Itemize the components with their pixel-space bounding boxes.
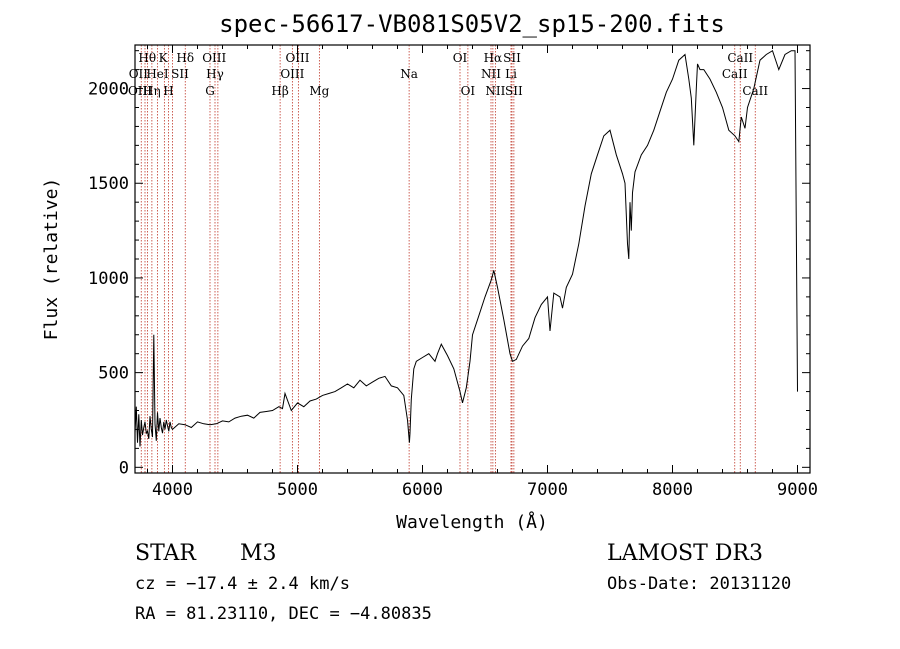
line-annotation: NII — [481, 67, 501, 81]
line-annotation: NII — [485, 84, 505, 98]
line-annotation: Hβ — [271, 84, 288, 98]
y-tick-label: 500 — [98, 364, 129, 384]
line-annotation: Hα — [484, 51, 503, 65]
line-annotation: CaII — [727, 51, 753, 65]
line-annotation: OIII — [202, 51, 226, 65]
line-annotation: OIII — [128, 84, 152, 98]
x-axis-ticks: 4000 5000 6000 7000 8000 9000 — [147, 45, 818, 500]
y-axis-label: Flux (relative) — [41, 178, 62, 341]
line-annotation: OIII — [285, 51, 309, 65]
line-annotation: Mg — [309, 84, 329, 98]
x-tick-label: 4000 — [152, 480, 193, 500]
x-tick-label: 9000 — [777, 480, 818, 500]
line-annotation: OII — [129, 67, 149, 81]
object-class: STAR — [135, 541, 197, 566]
x-tick-label: 5000 — [277, 480, 318, 500]
line-annotation: H — [163, 84, 173, 98]
y-tick-label: 1500 — [88, 174, 129, 194]
line-annotation: SII — [171, 67, 189, 81]
line-annotation: Na — [400, 67, 418, 81]
observation-date: Obs-Date: 20131120 — [607, 574, 791, 594]
line-annotation: CaII — [742, 84, 768, 98]
line-annotation: Li — [505, 67, 517, 81]
chart-title: spec-56617-VB081S05V2_sp15-200.fits — [219, 10, 725, 38]
line-annotation: Hη — [143, 84, 161, 98]
line-annotation: Hθ — [138, 51, 156, 65]
x-tick-label: 8000 — [652, 480, 693, 500]
line-annotation: HeI — [146, 67, 169, 81]
line-annotation: G — [205, 84, 215, 98]
line-annotation: Hγ — [206, 67, 224, 81]
reference-lines — [140, 45, 756, 473]
y-tick-label: 2000 — [88, 80, 129, 100]
survey-name: LAMOST DR3 — [607, 541, 763, 566]
object-subclass: M3 — [240, 541, 277, 566]
line-annotation: SII — [503, 51, 521, 65]
y-tick-label: 0 — [119, 458, 129, 478]
coordinates: RA = 81.23110, DEC = −4.80835 — [135, 604, 432, 624]
redshift-cz: cz = −17.4 ± 2.4 km/s — [135, 574, 350, 594]
line-annotation: OI — [453, 51, 468, 65]
line-annotation: OIII — [280, 67, 304, 81]
plot-frame — [134, 44, 811, 474]
spectrum-line — [134, 49, 798, 447]
x-tick-label: 7000 — [527, 480, 568, 500]
x-axis-label: Wavelength (Å) — [396, 511, 548, 533]
y-axis-ticks: 0 500 1000 1500 2000 — [88, 50, 810, 478]
line-annotation: SII — [505, 84, 523, 98]
line-annotation: OI — [461, 84, 476, 98]
x-tick-label: 6000 — [402, 480, 443, 500]
line-annotation: CaII — [722, 67, 748, 81]
y-tick-label: 1000 — [88, 269, 129, 289]
line-annotation: Hδ — [176, 51, 194, 65]
line-annotation: K — [159, 51, 169, 65]
